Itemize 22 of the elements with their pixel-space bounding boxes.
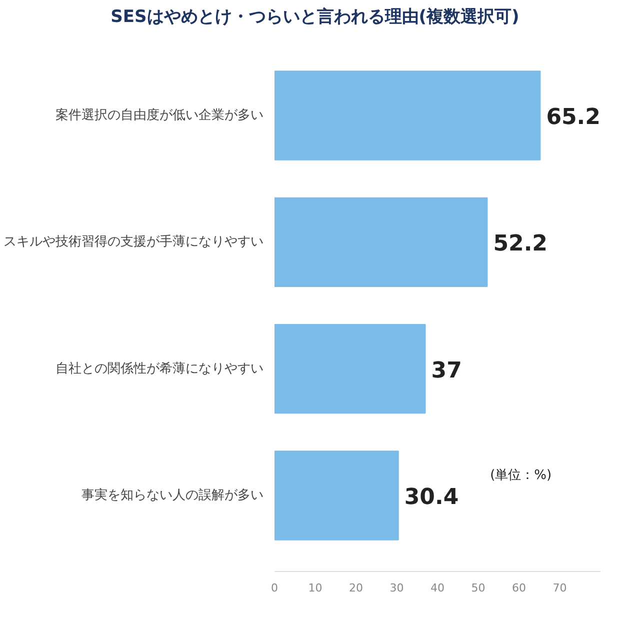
data-label: 37 (431, 358, 462, 384)
y-tick-label: 案件選択の自由度が低い企業が多い (56, 107, 264, 124)
annotation: (単位：%) (490, 468, 552, 484)
chart-title: SESはやめとけ・つらいと言われる理由(複数選択可) (110, 6, 520, 29)
bar (274, 198, 488, 288)
x-tick-label: 10 (308, 582, 322, 595)
data-label: 52.2 (493, 232, 548, 257)
x-tick-label: 20 (349, 582, 363, 595)
x-tick-label: 50 (471, 582, 486, 595)
y-tick-label: 自社との関係性が希薄になりやすい (56, 362, 264, 377)
x-tick-label: 60 (512, 582, 526, 595)
y-tick-label: スキルや技術習得の支援が手薄になりやすい (4, 234, 264, 250)
bar (274, 70, 541, 161)
x-tick-label: 40 (430, 582, 444, 595)
bar (274, 324, 426, 414)
x-tick-label: 0 (271, 582, 278, 595)
x-tick-label: 70 (552, 582, 567, 595)
bar (274, 450, 399, 541)
y-tick-label: 事実を知らない人の誤解が多い (82, 487, 264, 504)
data-label: 30.4 (404, 485, 459, 510)
x-tick-label: 30 (390, 582, 404, 595)
data-label: 65.2 (546, 105, 600, 130)
